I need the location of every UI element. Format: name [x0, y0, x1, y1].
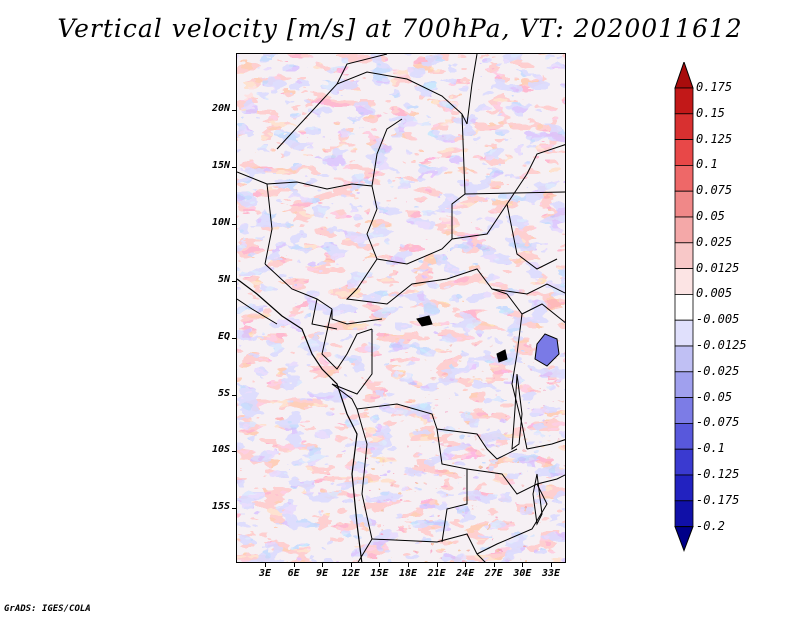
lat-tick-label: EQ [217, 331, 230, 342]
colorbar-segment [674, 190, 694, 218]
colorbar-segment [674, 87, 694, 115]
colorbar-level-label: 0.05 [696, 209, 725, 223]
colorbar-segment [674, 268, 694, 295]
lat-tick-mark [232, 224, 236, 225]
colorbar-level-label: 0.005 [696, 286, 733, 301]
colorbar-segment [674, 448, 694, 476]
colorbar-level-label: -0.025 [696, 363, 740, 378]
lat-tick-label: 10S [211, 444, 230, 455]
lon-tick-mark [522, 563, 524, 567]
lon-tick-mark [408, 563, 409, 567]
colorbar-level-label: -0.005 [696, 312, 740, 327]
lat-tick-mark [232, 281, 236, 282]
colorbar-level-label: -0.175 [696, 492, 740, 507]
colorbar-level-label: 0.15 [696, 105, 725, 120]
colorbar-level-label: 0.025 [696, 234, 733, 249]
lon-tick-mark [293, 563, 295, 567]
colorbar-segment [674, 216, 694, 244]
lon-tick-mark [493, 563, 495, 567]
colorbar-level-label: -0.05 [696, 389, 733, 404]
colorbar-level-label: -0.075 [696, 415, 740, 430]
colorbar-bottom-arrow [674, 526, 694, 553]
lon-tick-label: 9E [316, 568, 329, 579]
lon-tick-mark [465, 563, 467, 567]
lat-tick-label: 20N [211, 103, 230, 114]
colorbar-segment [674, 319, 694, 347]
lat-tick-label: 15N [211, 160, 230, 171]
lon-tick-label: 18E [398, 568, 418, 579]
lon-tick-label: 12E [341, 568, 360, 579]
colorbar-top-arrow [674, 62, 694, 89]
lat-tick-label: 5N [217, 274, 230, 285]
colorbar-level-label: -0.1 [696, 441, 725, 456]
lon-tick-label: 6E [287, 568, 300, 579]
colorbar-segment [674, 422, 694, 450]
lon-tick-mark [436, 563, 438, 567]
lon-tick-mark [350, 563, 352, 567]
colorbar-segment [674, 345, 694, 373]
colorbar-segment [674, 397, 694, 424]
lon-tick-label: 24E [456, 568, 475, 579]
colorbar-level-label: -0.0125 [696, 338, 747, 352]
colorbar-segment [674, 113, 694, 140]
colorbar-segment [674, 500, 694, 527]
chart-title: Vertical velocity [m/s] at 700hPa, VT: 2… [57, 14, 743, 43]
colorbar-level-label: -0.125 [696, 467, 740, 481]
colorbar-level-label: 0.075 [696, 183, 733, 198]
colorbar-segment [674, 139, 694, 166]
lat-tick-label: 10N [211, 217, 230, 228]
lat-tick-mark [232, 508, 236, 509]
lat-tick-mark [232, 451, 236, 452]
lat-tick-mark [232, 110, 236, 111]
lon-tick-label: 21E [427, 568, 446, 579]
colorbar-level-label: 0.1 [696, 157, 718, 172]
lon-tick-label: 3E [258, 568, 272, 579]
lat-tick-label: 15S [211, 501, 230, 512]
lat-tick-mark [232, 338, 236, 339]
colorbar-level-label: -0.2 [696, 518, 725, 533]
lat-tick-mark [232, 167, 236, 168]
colorbar-segment [674, 165, 694, 192]
lon-tick-mark [322, 563, 324, 567]
colorbar-segment [674, 474, 694, 502]
lon-tick-label: 30E [513, 568, 532, 579]
colorbar-level-label: 0.175 [696, 80, 733, 94]
colorbar-level-label: 0.125 [696, 131, 733, 146]
colorbar-level-label: 0.0125 [696, 260, 740, 275]
country-borders [237, 54, 565, 562]
lon-tick-mark [265, 563, 266, 567]
grads-credit: GrADS: IGES/COLA [4, 604, 91, 614]
lon-tick-label: 27E [484, 568, 503, 579]
lakes [416, 315, 560, 526]
lon-tick-label: 15E [370, 568, 389, 579]
colorbar [674, 62, 694, 553]
lon-tick-mark [379, 563, 381, 567]
map-frame [236, 53, 566, 563]
lat-tick-mark [232, 395, 236, 396]
colorbar-segment [674, 242, 694, 270]
lat-tick-label: 5S [217, 388, 230, 399]
lon-tick-mark [551, 563, 552, 567]
colorbar-segment [674, 371, 694, 398]
velocity-field [237, 54, 565, 562]
lon-tick-label: 33E [541, 568, 561, 579]
colorbar-segment [674, 293, 694, 321]
